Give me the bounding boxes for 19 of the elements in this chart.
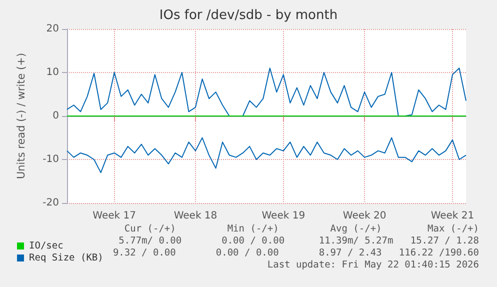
y-tick-label: 20 [46, 24, 59, 34]
text: 9.32 / 0.00 0.00 / 0.00 8.97 / 2.43 116.22 /190.60 [112, 248, 480, 258]
y-axis-title: Units read (-) / write (+) [16, 52, 28, 180]
x-tick-label: Week 19 [262, 210, 306, 222]
y-tick-label: 10 [46, 67, 59, 78]
legend-label: Req Size (KB) [29, 252, 104, 264]
legend-label: IO/sec [29, 240, 64, 252]
x-tick-label: Week 17 [92, 210, 136, 222]
text: Cur (-/+) Min (-/+) Avg (-/+) Max (-/+) [124, 224, 479, 234]
line-series [66, 137, 466, 174]
y-tick-label: 0 [52, 110, 59, 122]
text: Last update: Fri May 22 01:40:15 2026 [267, 260, 480, 270]
y-tick-label: -10 [42, 154, 59, 165]
x-tick-label: Week 21 [430, 210, 474, 222]
x-tick-label: Week 20 [342, 210, 386, 222]
y-tick-label: -20 [42, 198, 59, 208]
chart-title: IOs for /dev/sdb - by month [159, 8, 338, 23]
x-tick-label: Week 18 [174, 210, 218, 222]
text: 5.77m/ 0.00 0.00 / 0.00 11.39m/ 5.27m 15.27 / 1.28 [118, 236, 480, 246]
